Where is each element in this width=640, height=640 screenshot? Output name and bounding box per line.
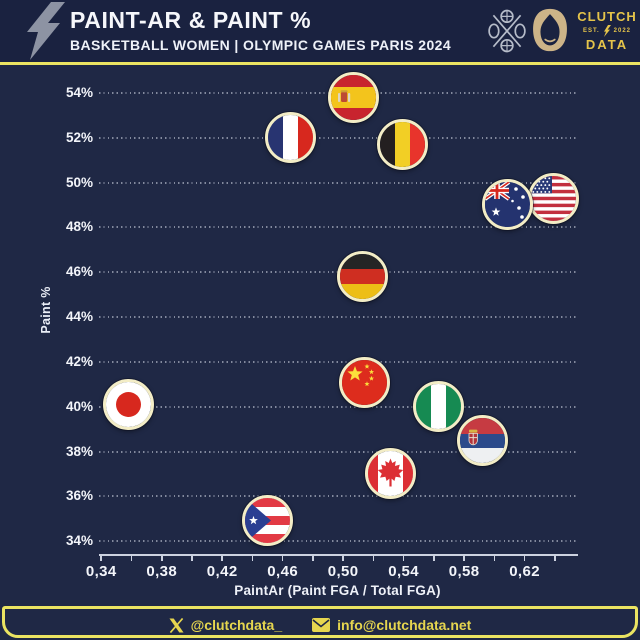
x-axis-tick — [554, 555, 556, 561]
x-axis-tick — [160, 555, 163, 561]
logo-bolt-icon — [603, 24, 611, 37]
y-tick-label: 44% — [65, 309, 93, 324]
x-axis-tick — [433, 555, 435, 561]
point-france[interactable] — [264, 112, 316, 164]
y-tick-label: 54% — [65, 84, 93, 100]
clutch-data-est-right: 2022 — [613, 27, 632, 34]
envelope-icon — [312, 618, 331, 632]
clutch-data-logo-bottom: DATA — [585, 37, 629, 52]
france-flag-icon — [267, 115, 313, 161]
x-axis-tick — [130, 555, 133, 561]
x-tick-label: 0,46 — [267, 562, 299, 580]
x-axis-tick — [221, 555, 223, 561]
footer: @clutchdata_ info@clutchdata.net — [0, 612, 640, 638]
x-tick-label: 0,54 — [388, 562, 420, 580]
point-canada[interactable] — [364, 448, 416, 500]
y-tick-label: 40% — [65, 398, 93, 414]
lightning-bolt-icon — [20, 2, 68, 69]
point-usa[interactable] — [527, 172, 579, 224]
point-japan[interactable] — [102, 378, 154, 430]
x-axis-tick — [463, 555, 465, 561]
x-axis-tick — [342, 555, 344, 561]
x-axis-tick — [523, 555, 526, 561]
y-tick-label: 50% — [65, 174, 93, 190]
x-axis-title: PaintAr (Paint FGA / Total FGA) — [234, 582, 441, 598]
x-tick-label: 0,62 — [509, 562, 540, 580]
y-tick-label: 52% — [65, 129, 93, 145]
point-germany[interactable] — [337, 251, 389, 303]
twitter-link[interactable]: @clutchdata_ — [169, 617, 282, 633]
clutch-data-logo-middle: EST. 2022 — [576, 24, 638, 37]
puertorico-flag-icon — [245, 498, 291, 544]
canada-flag-icon — [367, 451, 413, 497]
usa-flag-icon — [530, 175, 576, 221]
gridline-40% — [99, 405, 576, 408]
point-nigeria[interactable] — [412, 381, 464, 433]
x-tick-label: 0,58 — [448, 562, 480, 580]
belgium-flag-icon — [379, 121, 425, 167]
y-tick-label: 46% — [65, 264, 93, 280]
x-axis-tick — [281, 555, 284, 561]
header-divider — [0, 62, 640, 65]
paris-2024-flame-icon — [532, 7, 568, 58]
serbia-flag-icon — [459, 417, 505, 463]
point-serbia[interactable] — [456, 414, 508, 466]
point-china[interactable] — [338, 356, 390, 408]
x-axis-tick — [493, 555, 496, 561]
x-axis-tick — [372, 555, 375, 561]
gridline-38% — [99, 450, 576, 453]
point-belgium[interactable] — [376, 118, 428, 170]
clutch-data-logo-top: CLUTCH — [577, 9, 637, 24]
australia-flag-icon — [485, 182, 531, 228]
x-axis-tick — [312, 555, 314, 561]
china-flag-icon — [341, 359, 387, 405]
twitter-handle: @clutchdata_ — [190, 617, 283, 633]
x-axis-line — [99, 553, 578, 556]
x-twitter-icon — [169, 617, 184, 633]
x-axis-tick — [100, 555, 103, 561]
x-axis-tick — [251, 555, 254, 561]
y-tick-label: 42% — [65, 353, 93, 369]
gridline-50% — [99, 181, 576, 184]
point-spain[interactable] — [328, 71, 380, 123]
y-tick-label: 48% — [65, 219, 93, 235]
x-axis-tick — [191, 555, 193, 561]
x-tick-label: 0,38 — [146, 562, 178, 580]
page-subtitle: BASKETBALL WOMEN | OLYMPIC GAMES PARIS 2… — [70, 37, 452, 53]
japan-flag-icon — [105, 381, 151, 427]
germany-flag-icon — [340, 254, 386, 300]
x-axis-tick — [402, 555, 405, 561]
point-puertorico[interactable] — [242, 495, 294, 547]
email-link[interactable]: info@clutchdata.net — [312, 617, 471, 633]
y-tick-label: 34% — [65, 533, 93, 549]
gridline-44% — [99, 316, 576, 318]
point-australia[interactable] — [482, 179, 534, 231]
clutch-data-est-left: EST. — [582, 27, 600, 34]
x-tick-label: 0,34 — [85, 562, 117, 580]
gridline-42% — [99, 360, 576, 363]
email-address: info@clutchdata.net — [337, 617, 472, 633]
header: PAINT-AR & PAINT % BASKETBALL WOMEN | OL… — [0, 0, 640, 62]
x-tick-label: 0,50 — [327, 562, 359, 580]
x-tick-label: 0,42 — [206, 562, 238, 580]
spain-flag-icon — [331, 74, 377, 120]
gridline-48% — [99, 226, 576, 229]
gridline-52% — [99, 136, 576, 139]
gridline-34% — [99, 540, 576, 543]
gridline-36% — [99, 495, 576, 498]
y-tick-label: 38% — [65, 443, 93, 459]
basketball-pictogram-icon — [486, 8, 528, 59]
y-tick-label: 36% — [65, 488, 93, 504]
page-title: PAINT-AR & PAINT % — [70, 7, 312, 33]
nigeria-flag-icon — [415, 384, 461, 430]
clutch-data-logo: CLUTCH EST. 2022 DATA — [576, 9, 638, 52]
